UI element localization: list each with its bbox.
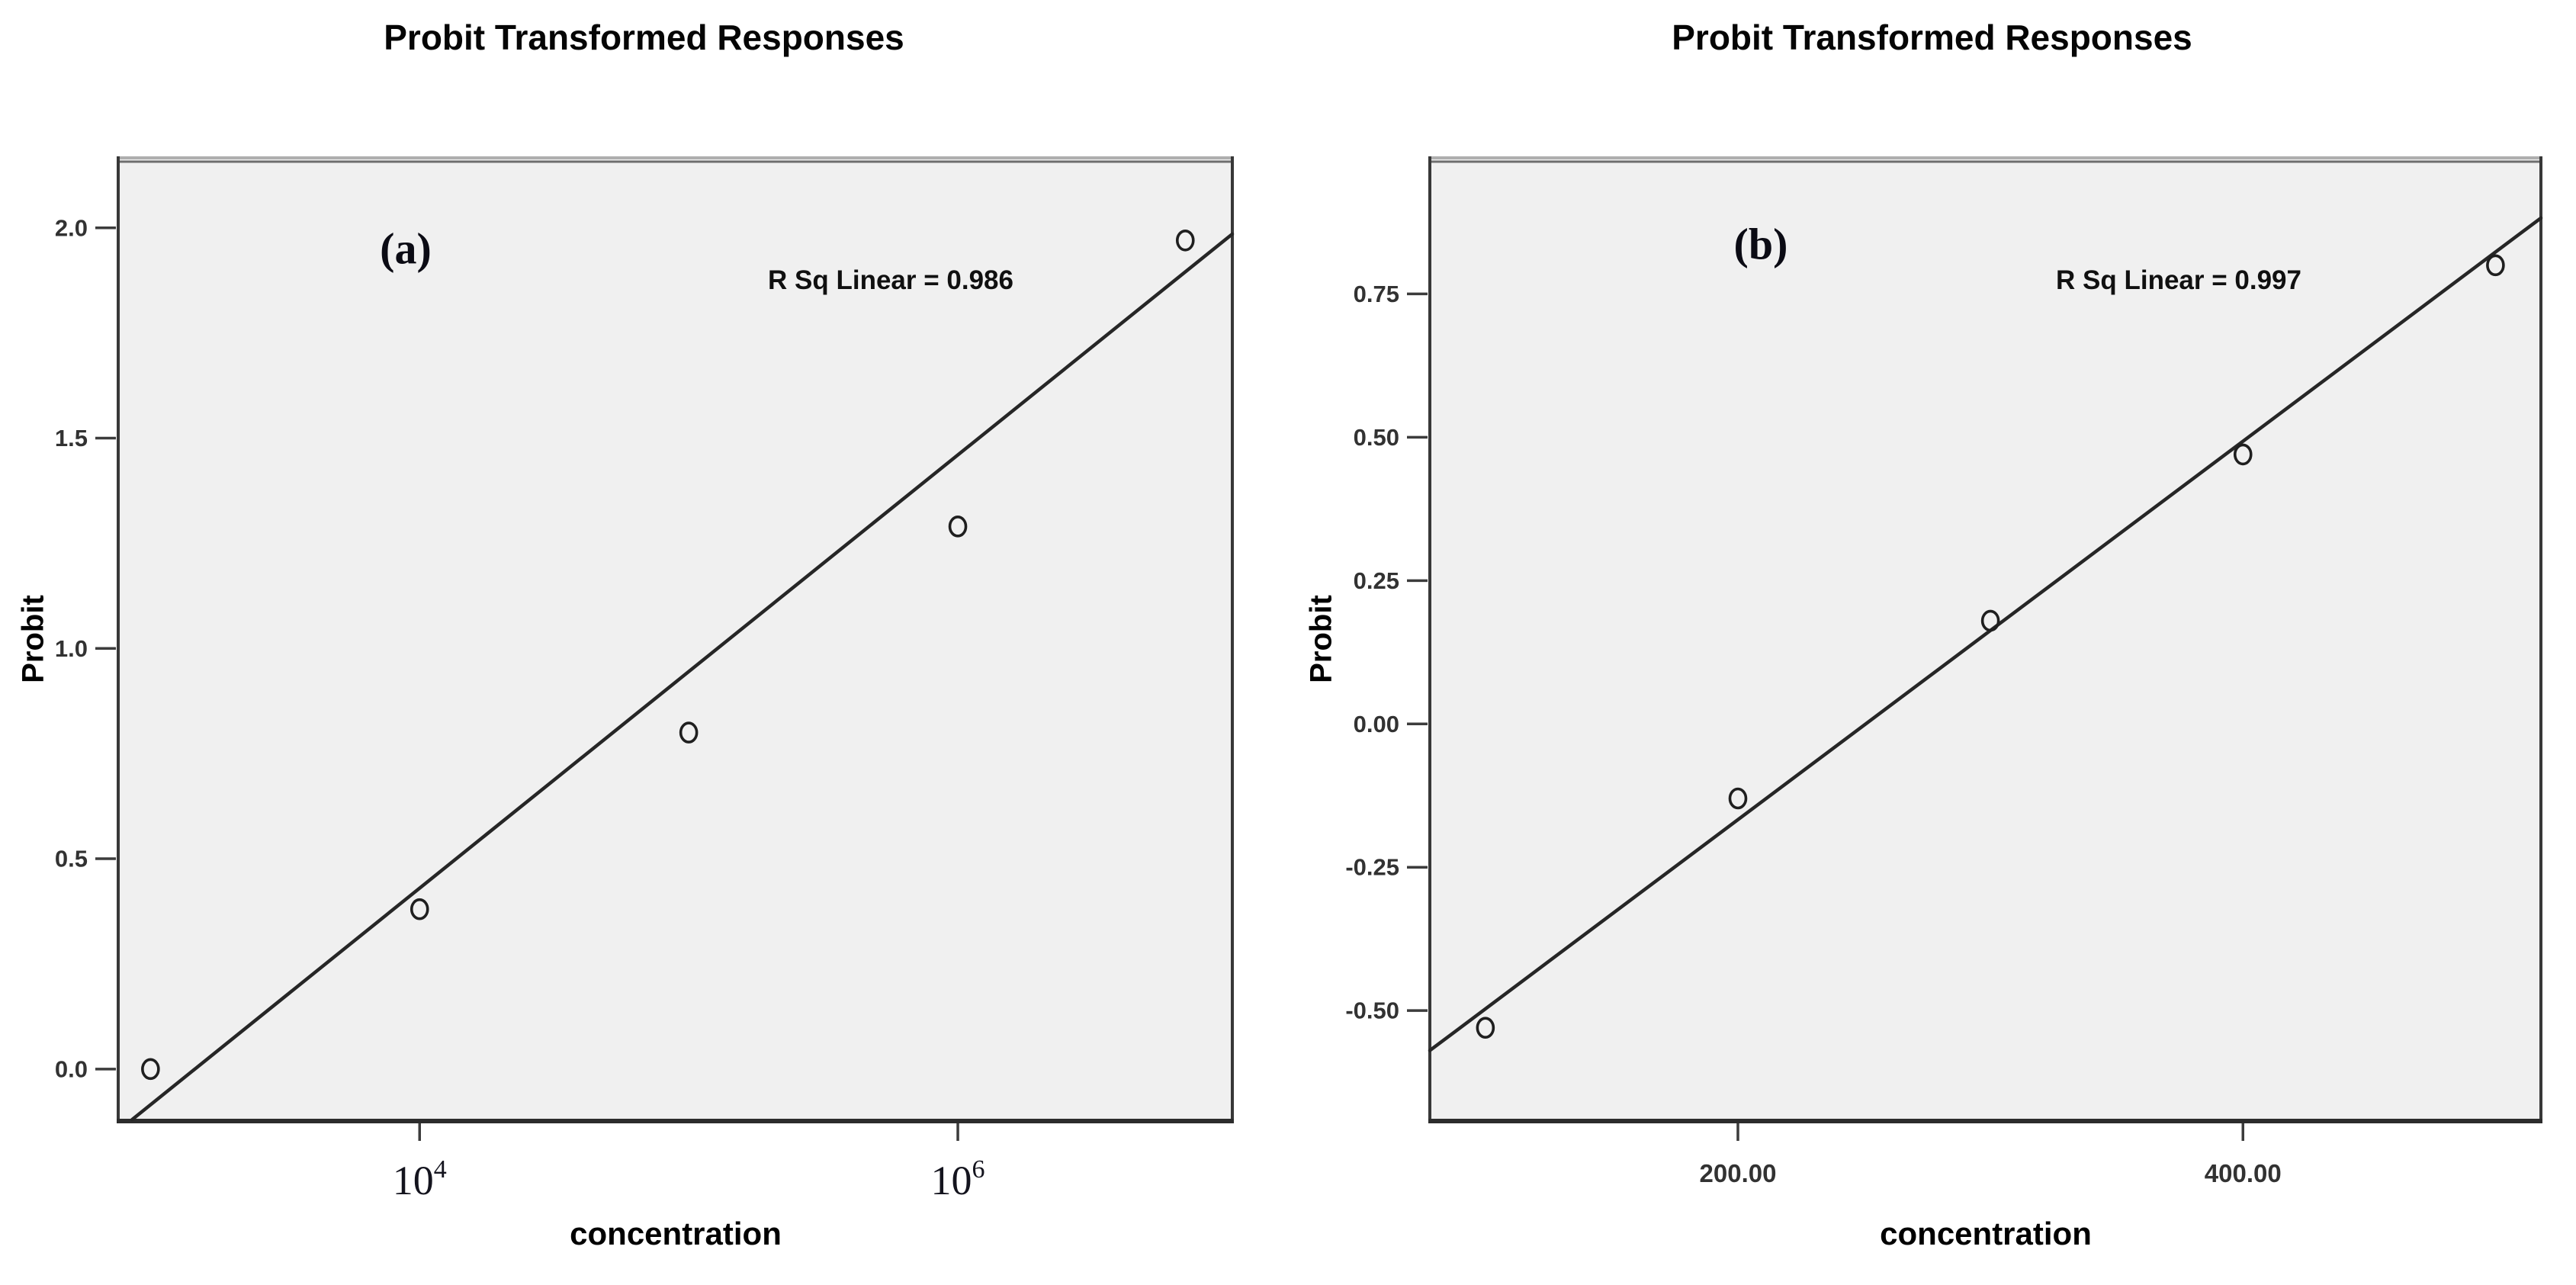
data-point: [2486, 254, 2505, 277]
chart-panel-b: 0.75 0.50 0.25 0.00 -0.25 -0.50 200.00 400.00 P…: [1288, 0, 2576, 1285]
x-tick-label: 106: [931, 1155, 985, 1203]
y-axis-label: Probit: [16, 595, 50, 683]
data-point: [410, 898, 429, 920]
chart-panel-a: 0.0 0.5 1.0 1.5 2.0 104 106 Probit Transformed…: [16, 18, 1235, 1251]
data-point: [141, 1058, 160, 1081]
y-tick-label: 0.50: [1354, 424, 1399, 451]
y-tick-label: -0.50: [1345, 997, 1399, 1024]
y-tick-label: -0.25: [1345, 854, 1399, 881]
r-squared-annotation: R Sq Linear = 0.997: [2056, 265, 2301, 295]
data-point: [1175, 230, 1195, 252]
panel-label-a: (a): [380, 223, 432, 274]
x-axis-label: concentration: [570, 1216, 782, 1251]
x-tick-label: 400.00: [2205, 1159, 2282, 1187]
data-point: [2233, 443, 2253, 466]
scatter-plot-a: 0.0 0.5 1.0 1.5 2.0 104 106: [55, 156, 1235, 1203]
y-tick-label: 0.00: [1354, 711, 1399, 737]
data-point: [679, 721, 699, 744]
x-axis-label: concentration: [1880, 1216, 2092, 1251]
scatter-plot-b: 0.75 0.50 0.25 0.00 -0.25 -0.50 200.00 400.00: [1345, 156, 2543, 1187]
plot-area-background: [118, 156, 1232, 1120]
y-tick-label: 0.75: [1354, 281, 1399, 307]
data-point: [1476, 1017, 1495, 1039]
fit-line: [1428, 216, 2543, 1052]
panel-label-b: (b): [1733, 219, 1788, 269]
y-tick-label: 0.5: [55, 846, 88, 872]
r-squared-annotation: R Sq Linear = 0.986: [768, 265, 1013, 295]
chart-title: Probit Transformed Responses: [1672, 18, 2192, 57]
x-tick-label: 200.00: [1700, 1159, 1777, 1187]
fit-line: [130, 232, 1235, 1122]
y-axis-label: Probit: [1304, 595, 1338, 683]
y-tick-label: 1.0: [55, 635, 88, 662]
y-tick-label: 0.25: [1354, 567, 1399, 594]
data-point: [948, 516, 968, 538]
data-point: [1980, 609, 2000, 632]
y-tick-label: 0.0: [55, 1055, 88, 1082]
x-tick-label: 104: [393, 1155, 447, 1203]
chart-title: Probit Transformed Responses: [384, 18, 904, 57]
data-point: [1728, 787, 1748, 810]
y-tick-label: 2.0: [55, 214, 88, 241]
y-tick-label: 1.5: [55, 425, 88, 451]
plot-area-background: [1430, 156, 2541, 1120]
